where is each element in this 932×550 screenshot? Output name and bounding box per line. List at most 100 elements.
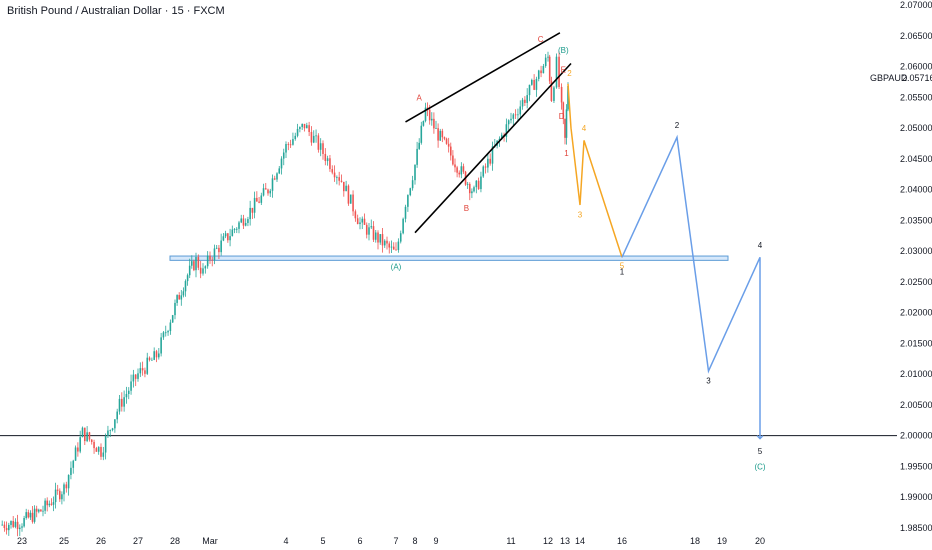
candle-body	[567, 86, 569, 110]
candle-body	[460, 166, 463, 175]
x-tick-label: Mar	[202, 536, 218, 546]
candle-body	[40, 509, 42, 512]
candle-body	[215, 247, 218, 249]
y-tick-label: 1.99000	[900, 492, 932, 502]
candle-body	[553, 87, 555, 101]
y-tick-label: 2.02000	[900, 308, 932, 318]
candle-body	[162, 332, 165, 338]
candle-body	[74, 447, 77, 461]
candle-body	[431, 118, 433, 121]
candle-body	[213, 248, 216, 261]
candle-body	[220, 240, 222, 253]
trend-lines	[405, 32, 572, 234]
candle-body	[188, 265, 191, 276]
candle-body	[452, 155, 454, 165]
candle-body	[498, 138, 501, 141]
candle-body	[315, 135, 317, 137]
candle-body	[333, 172, 336, 178]
candle-body	[404, 206, 407, 219]
candle-body	[202, 268, 204, 274]
candle-body	[397, 241, 400, 250]
candle-body	[282, 152, 285, 159]
candle-body	[258, 201, 260, 203]
candle-body	[84, 427, 86, 442]
y-tick-label: 2.02500	[900, 277, 932, 287]
candle-body	[16, 521, 19, 530]
candle-body	[331, 169, 334, 173]
candle-body	[312, 135, 315, 143]
price-tag-symbol: GBPAUD	[870, 73, 908, 83]
y-tick-label: 2.00000	[900, 431, 932, 441]
candle-body	[54, 489, 57, 503]
candle-body	[48, 503, 51, 506]
candle-body	[414, 164, 416, 181]
candle-body	[340, 180, 343, 182]
candle-body	[402, 218, 404, 234]
candle-body	[548, 56, 551, 82]
candle-body	[130, 381, 132, 391]
candle-body	[343, 181, 345, 192]
candle-body	[439, 130, 442, 141]
y-tick-label: 2.07000	[900, 0, 932, 10]
candle-body	[52, 502, 55, 505]
candle-body	[390, 246, 393, 248]
x-tick-label: 6	[357, 536, 362, 546]
x-tick-label: 9	[433, 536, 438, 546]
candle-body	[489, 158, 491, 164]
candle-body	[79, 437, 81, 452]
candle-body	[409, 188, 412, 196]
y-tick-label: 2.03000	[900, 246, 932, 256]
candle-body	[514, 114, 517, 116]
candle-body	[271, 178, 274, 191]
candle-body	[456, 167, 458, 173]
candle-body	[253, 197, 256, 213]
candle-body	[193, 261, 195, 271]
candle-body	[372, 226, 375, 240]
candle-body	[482, 166, 485, 177]
candle-body	[267, 189, 269, 194]
candle-body	[564, 118, 566, 138]
candle-body	[356, 218, 359, 225]
candle-body	[303, 123, 306, 129]
candle-body	[93, 441, 95, 449]
x-tick-label: 28	[170, 536, 180, 546]
candle-body	[565, 109, 568, 138]
candle-body	[269, 190, 272, 194]
candle-body	[174, 302, 176, 316]
candle-body	[72, 460, 75, 468]
y-tick-label: 2.06000	[900, 62, 932, 72]
candle-body	[171, 315, 174, 323]
y-tick-label: 1.99500	[900, 461, 932, 471]
candle-body	[233, 229, 236, 230]
candle-body	[240, 218, 243, 223]
candle-body	[500, 134, 503, 139]
candle-body	[104, 435, 107, 453]
candle-body	[487, 158, 489, 168]
candle-body	[127, 390, 130, 394]
candle-body	[227, 233, 229, 241]
candle-body	[411, 180, 414, 189]
candle-body	[249, 207, 251, 220]
wave-label: 2	[567, 69, 572, 78]
candle-body	[218, 247, 220, 253]
candle-body	[12, 520, 14, 527]
candle-body	[345, 185, 347, 192]
candle-body	[278, 168, 281, 174]
candle-body	[560, 86, 563, 103]
candle-body	[184, 281, 187, 292]
candle-body	[42, 510, 44, 512]
candle-body	[31, 512, 34, 522]
candle-body	[195, 257, 197, 271]
candle-body	[109, 430, 112, 431]
candle-body	[319, 143, 322, 150]
candle-body	[301, 123, 303, 128]
x-tick-label: 4	[283, 536, 288, 546]
candle-body	[544, 57, 547, 66]
candle-body	[491, 146, 494, 164]
candle-body	[63, 484, 65, 495]
candle-body	[77, 447, 79, 452]
candle-body	[324, 153, 327, 162]
x-axis: 23 25 26 27 28 Mar 4 5 6 7 8 9 11 12 13 14 16 18 19 20	[17, 536, 765, 546]
